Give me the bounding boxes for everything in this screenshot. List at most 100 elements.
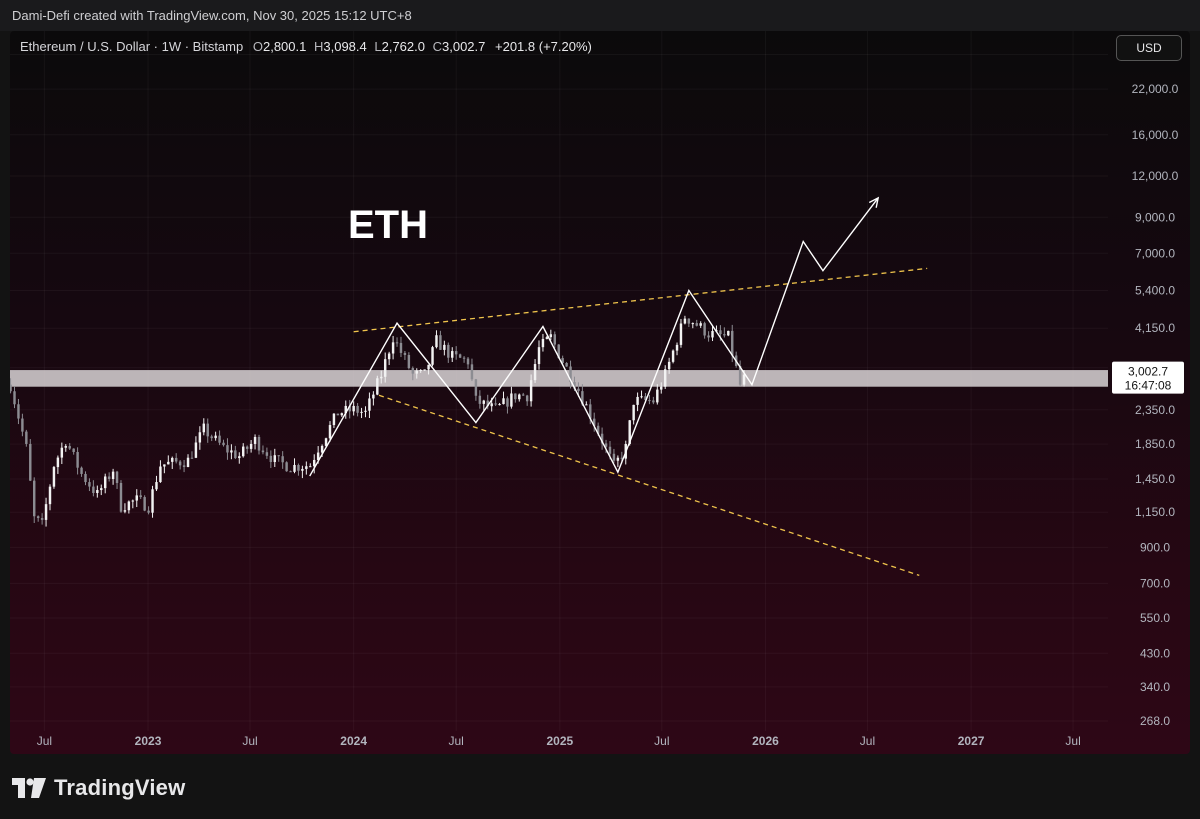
candle bbox=[174, 453, 178, 464]
candle bbox=[549, 329, 553, 341]
candles bbox=[10, 315, 746, 527]
candle bbox=[249, 439, 253, 453]
candle-body bbox=[186, 457, 190, 467]
candle-body bbox=[245, 446, 249, 449]
candle bbox=[391, 335, 395, 360]
candle-body bbox=[667, 361, 671, 370]
candle bbox=[273, 448, 277, 467]
candle-body bbox=[407, 354, 411, 369]
projection-arrowhead bbox=[868, 196, 880, 208]
close-label: C bbox=[432, 39, 442, 54]
candle bbox=[395, 337, 399, 347]
candle-body bbox=[238, 456, 241, 459]
candle bbox=[368, 392, 371, 419]
candle-body bbox=[25, 431, 28, 444]
candle-body bbox=[427, 364, 430, 370]
candle-body bbox=[545, 337, 549, 339]
candle-body bbox=[167, 461, 170, 465]
candle bbox=[383, 352, 387, 383]
candle bbox=[309, 463, 312, 468]
candle-body bbox=[281, 456, 284, 463]
tradingview-logo-icon bbox=[12, 778, 46, 798]
candle-body bbox=[320, 445, 324, 453]
candle-body bbox=[297, 464, 300, 471]
candle bbox=[139, 490, 142, 500]
close-value: 3,002.7 bbox=[442, 39, 486, 54]
y-tick-label: 700.0 bbox=[1140, 576, 1170, 590]
candle-body bbox=[269, 455, 273, 463]
candle bbox=[111, 468, 115, 485]
candle-body bbox=[356, 405, 359, 413]
candle bbox=[470, 358, 474, 382]
candle-body bbox=[640, 396, 643, 398]
candle-body bbox=[462, 357, 466, 359]
candle-body bbox=[699, 323, 702, 326]
candle-body bbox=[60, 447, 64, 458]
candle-body bbox=[265, 452, 269, 456]
candle-body bbox=[691, 323, 695, 325]
candle bbox=[159, 460, 162, 483]
candle bbox=[72, 448, 75, 455]
candle bbox=[17, 398, 20, 425]
candle-body bbox=[443, 344, 446, 350]
candle-body bbox=[115, 471, 119, 483]
candle bbox=[376, 375, 379, 396]
candle-body bbox=[648, 400, 651, 402]
candle bbox=[253, 434, 257, 450]
candle bbox=[336, 413, 340, 416]
candle bbox=[107, 472, 111, 482]
candle bbox=[281, 451, 284, 469]
candle bbox=[679, 318, 683, 348]
candle bbox=[76, 447, 79, 475]
candle-body bbox=[143, 497, 146, 511]
candle bbox=[84, 471, 87, 486]
candle bbox=[462, 356, 466, 363]
y-tick-label: 340.0 bbox=[1140, 680, 1170, 694]
y-tick-label: 5,400.0 bbox=[1135, 283, 1175, 297]
candle-body bbox=[214, 435, 217, 439]
candle-body bbox=[48, 486, 52, 505]
candle bbox=[155, 475, 158, 491]
candle bbox=[616, 455, 620, 468]
candle bbox=[178, 460, 182, 470]
candle bbox=[194, 436, 198, 459]
candle-body bbox=[80, 467, 83, 474]
candle bbox=[348, 399, 351, 419]
candle bbox=[190, 451, 194, 459]
candle-body bbox=[312, 459, 316, 467]
candle bbox=[427, 364, 430, 375]
candle-body bbox=[458, 354, 462, 358]
candle bbox=[186, 454, 190, 468]
x-tick-label: Jul bbox=[37, 734, 52, 748]
candle bbox=[202, 418, 206, 436]
currency-button[interactable]: USD bbox=[1116, 35, 1182, 61]
price-chart[interactable]: ETH28,000.022,000.016,000.012,000.09,000… bbox=[10, 31, 1190, 754]
candle bbox=[675, 342, 679, 356]
candle-body bbox=[222, 442, 225, 446]
candle bbox=[68, 443, 71, 450]
y-tick-label: 9,000.0 bbox=[1135, 210, 1175, 224]
candle bbox=[518, 393, 521, 402]
candle bbox=[293, 458, 296, 474]
candle-body bbox=[194, 442, 198, 458]
candle-body bbox=[328, 425, 332, 439]
x-axis: Jul 2023 Jul 2024 Jul 2025 Jul 2026 Jul 2027 Jul bbox=[37, 734, 1081, 748]
candle bbox=[636, 392, 639, 412]
candle bbox=[131, 499, 135, 509]
chart-panel[interactable]: ETH28,000.022,000.016,000.012,000.09,000… bbox=[10, 31, 1190, 754]
candle-body bbox=[360, 411, 363, 413]
candle-body bbox=[391, 342, 395, 354]
candle-body bbox=[435, 335, 438, 348]
tradingview-logo[interactable]: TradingView bbox=[12, 774, 185, 802]
candle-body bbox=[573, 382, 576, 389]
candle-body bbox=[518, 394, 521, 400]
candle bbox=[435, 330, 438, 349]
candle-body bbox=[565, 362, 568, 367]
candle bbox=[660, 382, 663, 394]
candle-body bbox=[403, 352, 407, 355]
candle bbox=[222, 439, 225, 447]
symbol-name[interactable]: Ethereum / U.S. Dollar · 1W · Bitstamp bbox=[20, 39, 244, 54]
candle bbox=[439, 330, 442, 351]
candle bbox=[301, 465, 304, 479]
candle-body bbox=[561, 358, 564, 363]
